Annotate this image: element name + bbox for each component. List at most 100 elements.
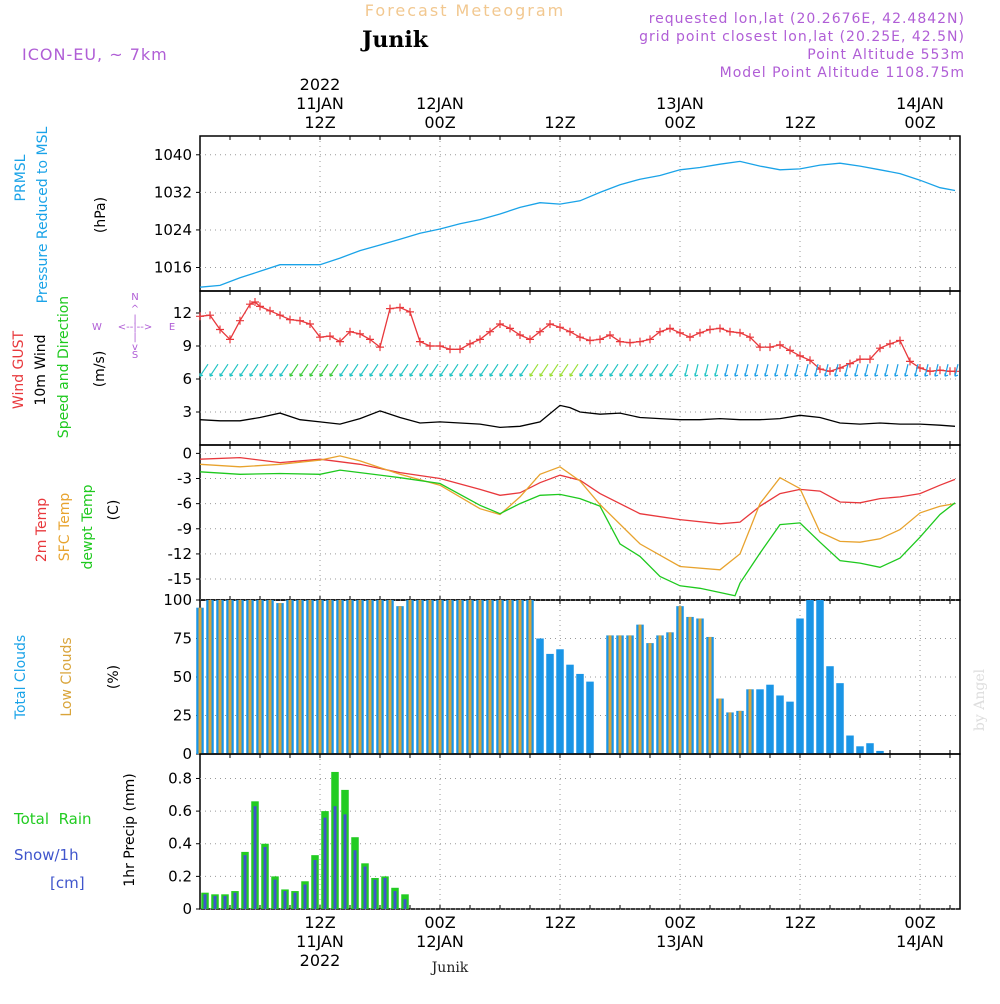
total_clouds-bar — [836, 683, 844, 754]
gust-marker — [256, 302, 264, 311]
snow-bar — [213, 895, 217, 909]
wind-direction-arrow — [934, 364, 939, 377]
gust-marker — [546, 320, 554, 328]
snow-bar — [383, 878, 387, 909]
y-tick-label: 0.2 — [168, 867, 192, 885]
gust-marker — [246, 300, 254, 309]
wind-direction-arrow — [619, 363, 629, 377]
wind-direction-arrow — [549, 363, 559, 377]
wind-direction-arrow — [299, 363, 309, 377]
total_clouds-bar — [876, 750, 884, 754]
low_clouds-bar — [328, 600, 332, 754]
gust-marker — [826, 367, 834, 376]
wind-direction-arrow — [529, 363, 539, 377]
wind-direction-arrow — [694, 364, 699, 377]
low_clouds-bar — [678, 606, 682, 754]
gust-marker — [706, 325, 714, 334]
gust-marker — [636, 337, 644, 346]
low_clouds-bar — [378, 600, 382, 754]
time-tick-label: 00Z — [904, 113, 935, 132]
wind-direction-arrow — [704, 364, 709, 377]
low_clouds-bar — [418, 600, 422, 754]
low_clouds-bar — [458, 600, 462, 754]
wind-direction-arrow — [744, 364, 749, 377]
low_clouds-bar — [388, 600, 392, 754]
y-tick-label: 75 — [173, 630, 192, 648]
total_clouds-bar — [776, 695, 784, 754]
gust-marker — [666, 324, 674, 333]
y-tick-label: -9 — [177, 520, 192, 538]
wind-direction-arrow — [209, 363, 219, 377]
y-tick-label: 100 — [163, 591, 192, 609]
y-tick-label: -12 — [168, 545, 193, 563]
total_clouds-bar — [586, 681, 594, 754]
total_clouds-bar — [826, 666, 834, 754]
snow-bar — [373, 879, 377, 909]
wind-direction-arrow — [539, 363, 549, 377]
snow-bar — [223, 895, 227, 909]
gust-marker — [786, 346, 794, 355]
wind-direction-arrow — [944, 364, 949, 377]
clouds-panel: 0 25 50 75 100 — [163, 591, 961, 763]
gust-marker — [196, 312, 204, 321]
svg-text:<--|-->: <--|--> — [118, 322, 153, 333]
svg-text:E: E — [169, 322, 175, 333]
gust-marker — [656, 327, 664, 336]
snow-bar — [233, 892, 237, 909]
low_clouds-bar — [688, 616, 692, 754]
low_clouds-bar — [298, 600, 302, 754]
wind-direction-arrow — [669, 363, 679, 377]
low_clouds-bar — [478, 600, 482, 754]
temp-unit: (C) — [106, 500, 122, 521]
gust-marker — [216, 325, 224, 334]
low_clouds-bar — [488, 600, 492, 754]
gust-marker — [646, 335, 654, 344]
wind-direction-arrow — [764, 364, 769, 377]
gust-marker — [251, 298, 259, 306]
wind-direction-arrow — [229, 363, 239, 377]
y-tick-label: 6 — [182, 370, 192, 388]
wind-direction-arrow — [469, 363, 479, 377]
y-tick-label: 1024 — [154, 221, 192, 239]
gust-marker — [806, 356, 814, 365]
wind-direction-arrow — [389, 363, 399, 377]
wind-direction-arrow — [329, 363, 339, 377]
low_clouds-bar — [668, 632, 672, 754]
watermark: by Angel — [972, 668, 988, 731]
low_clouds-bar — [198, 607, 202, 754]
gust-marker — [936, 366, 944, 375]
wind-direction-arrow — [684, 364, 689, 377]
wind-direction-arrow — [714, 364, 719, 377]
total_clouds-bar — [856, 746, 864, 754]
gust-marker — [386, 304, 394, 313]
gust-marker — [886, 339, 894, 348]
snow-bar — [393, 891, 397, 909]
wind-direction-arrow — [774, 364, 779, 377]
gust-marker — [436, 342, 444, 350]
low_clouds-bar — [648, 643, 652, 754]
low_clouds-bar — [248, 600, 252, 754]
y-tick-label: 1032 — [154, 183, 192, 201]
time-tick-label: 12JAN — [416, 932, 464, 951]
wind-direction-arrow — [834, 364, 839, 377]
gust-marker — [296, 316, 304, 325]
gust-marker — [236, 316, 244, 325]
wind-direction-arrow — [954, 364, 959, 377]
low_clouds-bar — [348, 600, 352, 754]
gust-marker — [776, 340, 784, 349]
low_clouds-bar — [278, 603, 282, 754]
gust-marker — [566, 327, 574, 336]
time-tick-label: 13JAN — [656, 932, 704, 951]
gust-marker — [486, 327, 494, 336]
wind-dir-label: Speed and Direction — [56, 296, 72, 438]
wind-direction-arrow — [824, 364, 829, 377]
time-tick-label: 2022 — [300, 75, 341, 94]
gust-marker — [346, 327, 354, 336]
low_clouds-bar — [218, 600, 222, 754]
gust-marker — [926, 367, 934, 376]
pressure-line — [199, 160, 956, 288]
time-tick-label: 12Z — [304, 913, 335, 932]
wind-direction-arrow — [784, 364, 789, 377]
total_clouds-bar — [766, 684, 774, 754]
gust-marker — [626, 338, 634, 347]
